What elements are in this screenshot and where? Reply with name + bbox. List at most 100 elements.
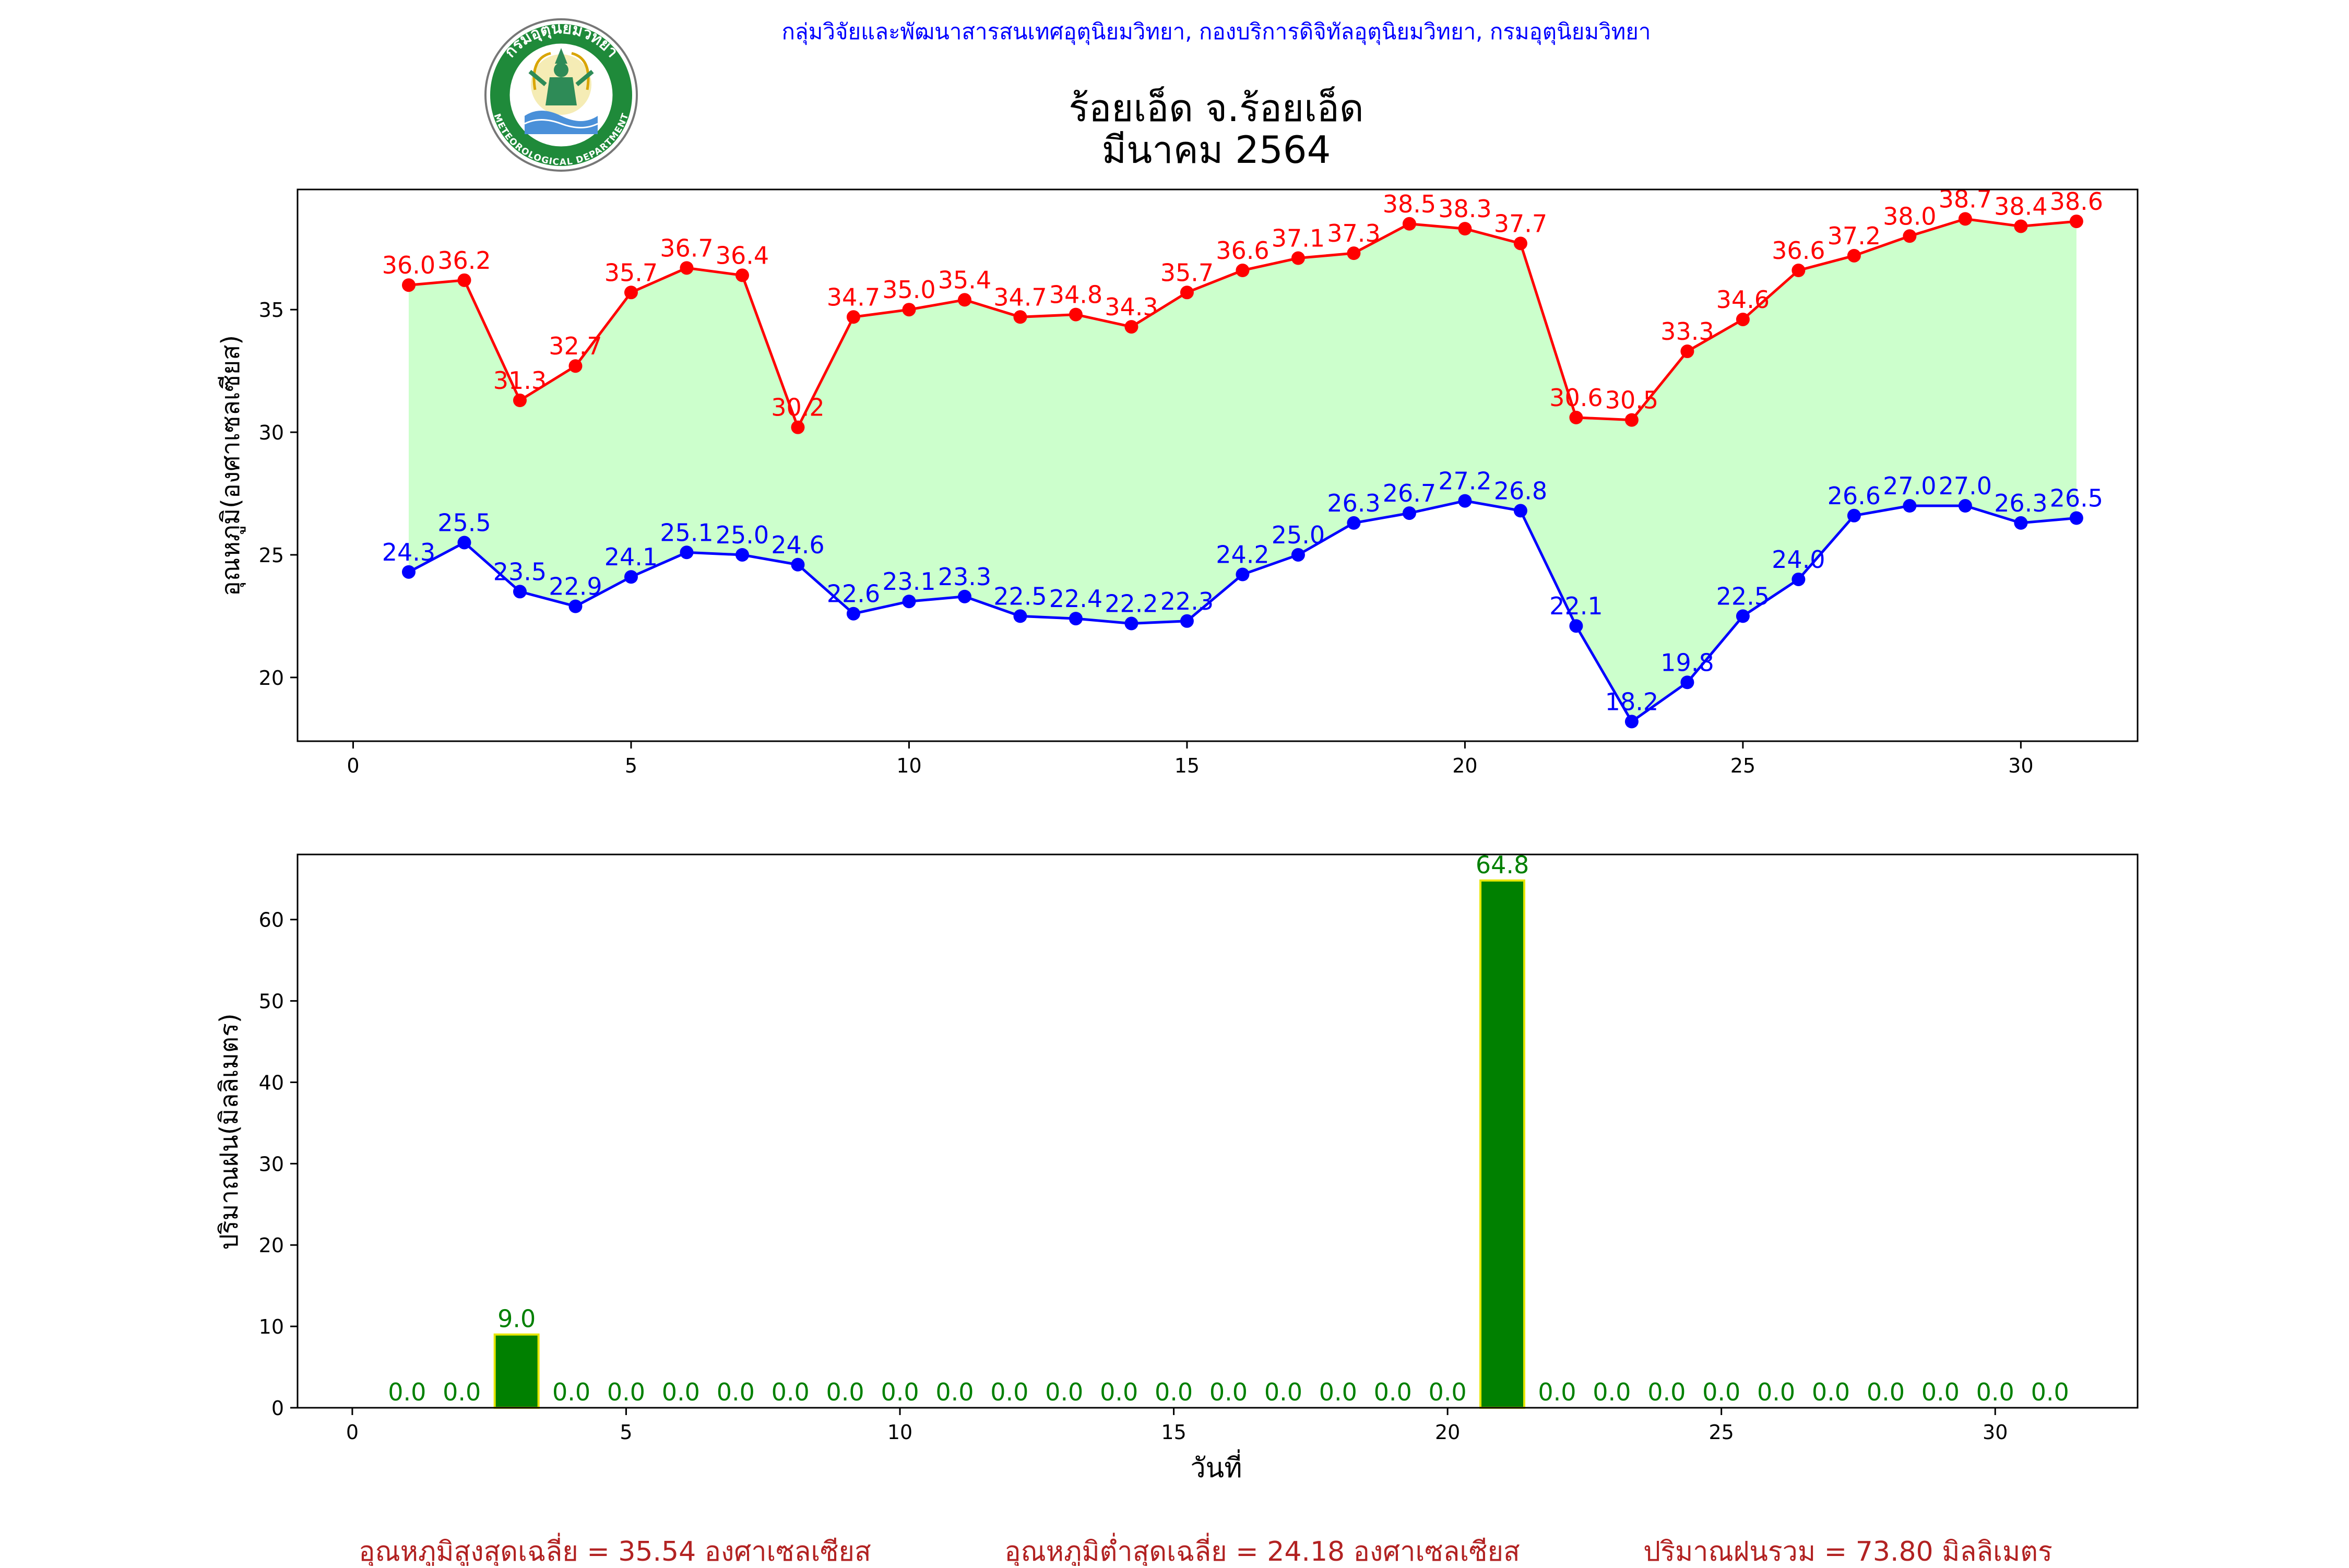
temperature-max-label: 36.0 — [382, 251, 435, 279]
temperature-max-label: 30.5 — [1605, 386, 1658, 414]
temperature-max-label: 37.7 — [1494, 209, 1547, 237]
temperature-min-point — [1180, 614, 1194, 628]
rainfall-bars — [385, 879, 2072, 1409]
temperature-max-label: 30.6 — [1549, 384, 1603, 412]
temperature-max-label: 30.2 — [771, 394, 824, 422]
temperature-max-point — [457, 273, 471, 287]
temperature-max-label: 36.2 — [437, 246, 491, 275]
temperature-max-point — [2014, 219, 2028, 233]
temperature-max-label: 34.8 — [1049, 281, 1102, 309]
temperature-max-label: 38.6 — [2050, 187, 2103, 216]
temperature-x-tick-label: 5 — [625, 754, 637, 777]
temperature-max-point — [1069, 307, 1083, 322]
temperature-max-point — [1236, 264, 1250, 278]
rainfall-label: 0.0 — [990, 1378, 1028, 1406]
temperature-min-point — [513, 585, 527, 599]
temperature-max-label: 34.7 — [827, 283, 880, 311]
temperature-min-label: 22.5 — [1716, 582, 1770, 610]
temperature-data-labels: 36.0 36.231.332.735.736.7 36.430.234.7 35.0… — [382, 185, 2103, 716]
rainfall-x-tick-label: 15 — [1161, 1421, 1186, 1444]
temperature-min-label: 25.0 — [716, 521, 769, 549]
temperature-max-label: 35.7 — [604, 258, 658, 287]
temperature-max-label: 35.4 — [938, 266, 991, 294]
rainfall-data-labels: 0.0 0.0 9.0 0.0 0.0 0.0 0.0 0.0 0.0 0.0 0.0 0.0 0.0 0… — [388, 851, 2069, 1406]
temperature-min-point — [1903, 499, 1917, 513]
temperature-max-label: 37.2 — [1828, 222, 1881, 250]
temperature-max-point — [1680, 345, 1694, 359]
rainfall-label: 0.0 — [772, 1378, 810, 1406]
temperature-min-point — [1291, 548, 1305, 562]
temperature-y-tick-label: 20 — [259, 667, 284, 690]
rainfall-x-tick-label: 25 — [1709, 1421, 1734, 1444]
temperature-min-point — [2069, 511, 2083, 525]
temperature-max-label: 36.4 — [716, 241, 769, 269]
temperature-axes-frame — [296, 188, 2139, 742]
rainfall-label: 0.0 — [1702, 1378, 1740, 1406]
rainfall-label: 0.0 — [1319, 1378, 1357, 1406]
temperature-min-point — [680, 545, 694, 560]
temperature-y-axis-label: อุณหภูมิ(องศาเซลเซียส) — [216, 335, 246, 596]
rainfall-label: 0.0 — [1647, 1378, 1686, 1406]
summary-avg-max: อุณหภูมิสูงสุดเฉลี่ย = 35.54 องศาเซลเซีย… — [359, 1533, 871, 1566]
temperature-x-tick-label: 15 — [1174, 754, 1200, 777]
temperature-max-point — [1792, 264, 1806, 278]
rainfall-label: 0.0 — [552, 1378, 590, 1406]
temperature-min-label: 24.3 — [382, 538, 435, 566]
temperature-max-point — [680, 261, 694, 275]
temperature-min-label: 24.0 — [1772, 545, 1825, 574]
temperature-max-label: 37.3 — [1327, 219, 1380, 247]
rainfall-y-tick-label: 40 — [259, 1071, 284, 1094]
rainfall-y-tick-label: 30 — [259, 1153, 284, 1175]
rainfall-label: 0.0 — [1867, 1378, 1905, 1406]
temperature-min-label: 26.3 — [1994, 489, 2047, 517]
temperature-min-point — [1847, 508, 1861, 522]
logo-deity-emblem — [524, 48, 598, 134]
rainfall-label: 0.0 — [881, 1378, 919, 1406]
rainfall-label: 0.0 — [443, 1378, 481, 1406]
temperature-min-label: 22.4 — [1049, 585, 1102, 613]
temperature-min-point — [2014, 516, 2028, 530]
rainfall-label: 0.0 — [607, 1378, 645, 1406]
temperature-min-label: 26.6 — [1828, 482, 1881, 510]
rainfall-ticks: 0 5 10 15 20 25 30 0 10 20 30 40 50 60 — [259, 909, 2008, 1444]
temperature-min-label: 22.1 — [1549, 592, 1603, 620]
temperature-max-label: 32.7 — [549, 332, 602, 360]
temperature-min-label: 23.3 — [938, 563, 991, 591]
temperature-min-label: 25.5 — [437, 508, 491, 537]
temperature-max-label: 38.5 — [1383, 190, 1436, 218]
temperature-min-label: 23.1 — [882, 567, 935, 596]
temperature-max-point — [1458, 222, 1472, 236]
rainfall-y-tick-label: 10 — [259, 1315, 284, 1338]
temperature-min-label: 22.3 — [1160, 587, 1214, 615]
chart-title-line2: มีนาคม 2564 — [1102, 128, 1331, 172]
temperature-min-point — [1347, 516, 1361, 530]
rainfall-label: 0.0 — [1100, 1378, 1138, 1406]
temperature-max-point — [1347, 246, 1361, 260]
temperature-min-point — [957, 589, 971, 603]
temperature-max-label: 36.6 — [1772, 236, 1825, 265]
temperature-max-point — [401, 278, 416, 292]
temperature-x-tick-label: 10 — [896, 754, 921, 777]
temperature-max-label: 38.0 — [1883, 202, 1936, 230]
temperature-min-label: 23.5 — [493, 557, 547, 586]
rainfall-label: 0.0 — [2031, 1378, 2069, 1406]
rainfall-y-tick-label: 50 — [259, 990, 284, 1013]
temperature-max-label: 35.7 — [1160, 258, 1214, 287]
temperature-max-point — [2069, 215, 2083, 229]
temperature-min-point — [1792, 572, 1806, 586]
rainfall-label: 0.0 — [717, 1378, 755, 1406]
rainfall-label: 0.0 — [1374, 1378, 1412, 1406]
temperature-max-point — [1958, 212, 1972, 226]
temperature-max-point — [568, 359, 583, 373]
rainfall-x-tick-label: 20 — [1435, 1421, 1460, 1444]
rainfall-axes-frame — [296, 853, 2139, 1409]
chart-title-line1: ร้อยเอ็ด จ.ร้อยเอ็ด — [1069, 86, 1363, 130]
temperature-points — [401, 212, 2083, 729]
temperature-min-label: 24.6 — [771, 531, 824, 559]
temperature-max-point — [513, 394, 527, 408]
temperature-min-label: 27.2 — [1438, 467, 1491, 495]
temperature-min-point — [1458, 494, 1472, 508]
temperature-min-label: 22.9 — [549, 573, 602, 601]
